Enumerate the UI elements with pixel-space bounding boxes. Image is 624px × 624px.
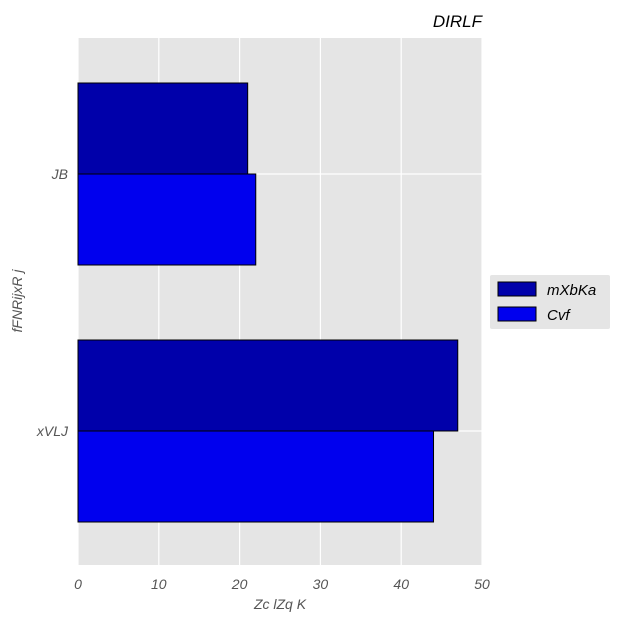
bar-mXbKa-xVLJ <box>77 339 459 432</box>
legend-label-Cvf: Cvf <box>547 307 571 324</box>
x-tick-labels: 0 10 20 30 40 50 <box>74 576 490 592</box>
y-tick-label: JB <box>51 166 68 182</box>
bar-Cvf-xVLJ <box>77 430 435 523</box>
x-tick-label: 30 <box>313 576 329 592</box>
bars-group <box>77 82 459 523</box>
y-axis-label: fFNRijxR j <box>9 269 25 333</box>
y-tick-labels: xVLJ JB <box>36 166 69 439</box>
x-tick-label: 10 <box>151 576 167 592</box>
bar-Cvf-JB <box>77 173 257 266</box>
legend-swatch-Cvf <box>497 306 537 322</box>
legend: mXbKa Cvf <box>490 275 610 329</box>
x-tick-label: 40 <box>393 576 409 592</box>
y-tick-label: xVLJ <box>36 423 69 439</box>
x-axis-label: Zc lZq K <box>253 596 307 612</box>
chart-title: DIRLF <box>433 12 484 31</box>
bar-mXbKa-JB <box>77 82 249 175</box>
legend-label-mXbKa: mXbKa <box>547 282 596 299</box>
x-tick-label: 0 <box>74 576 82 592</box>
x-tick-label: 50 <box>474 576 490 592</box>
legend-swatch-mXbKa <box>497 281 537 297</box>
x-tick-label: 20 <box>231 576 248 592</box>
